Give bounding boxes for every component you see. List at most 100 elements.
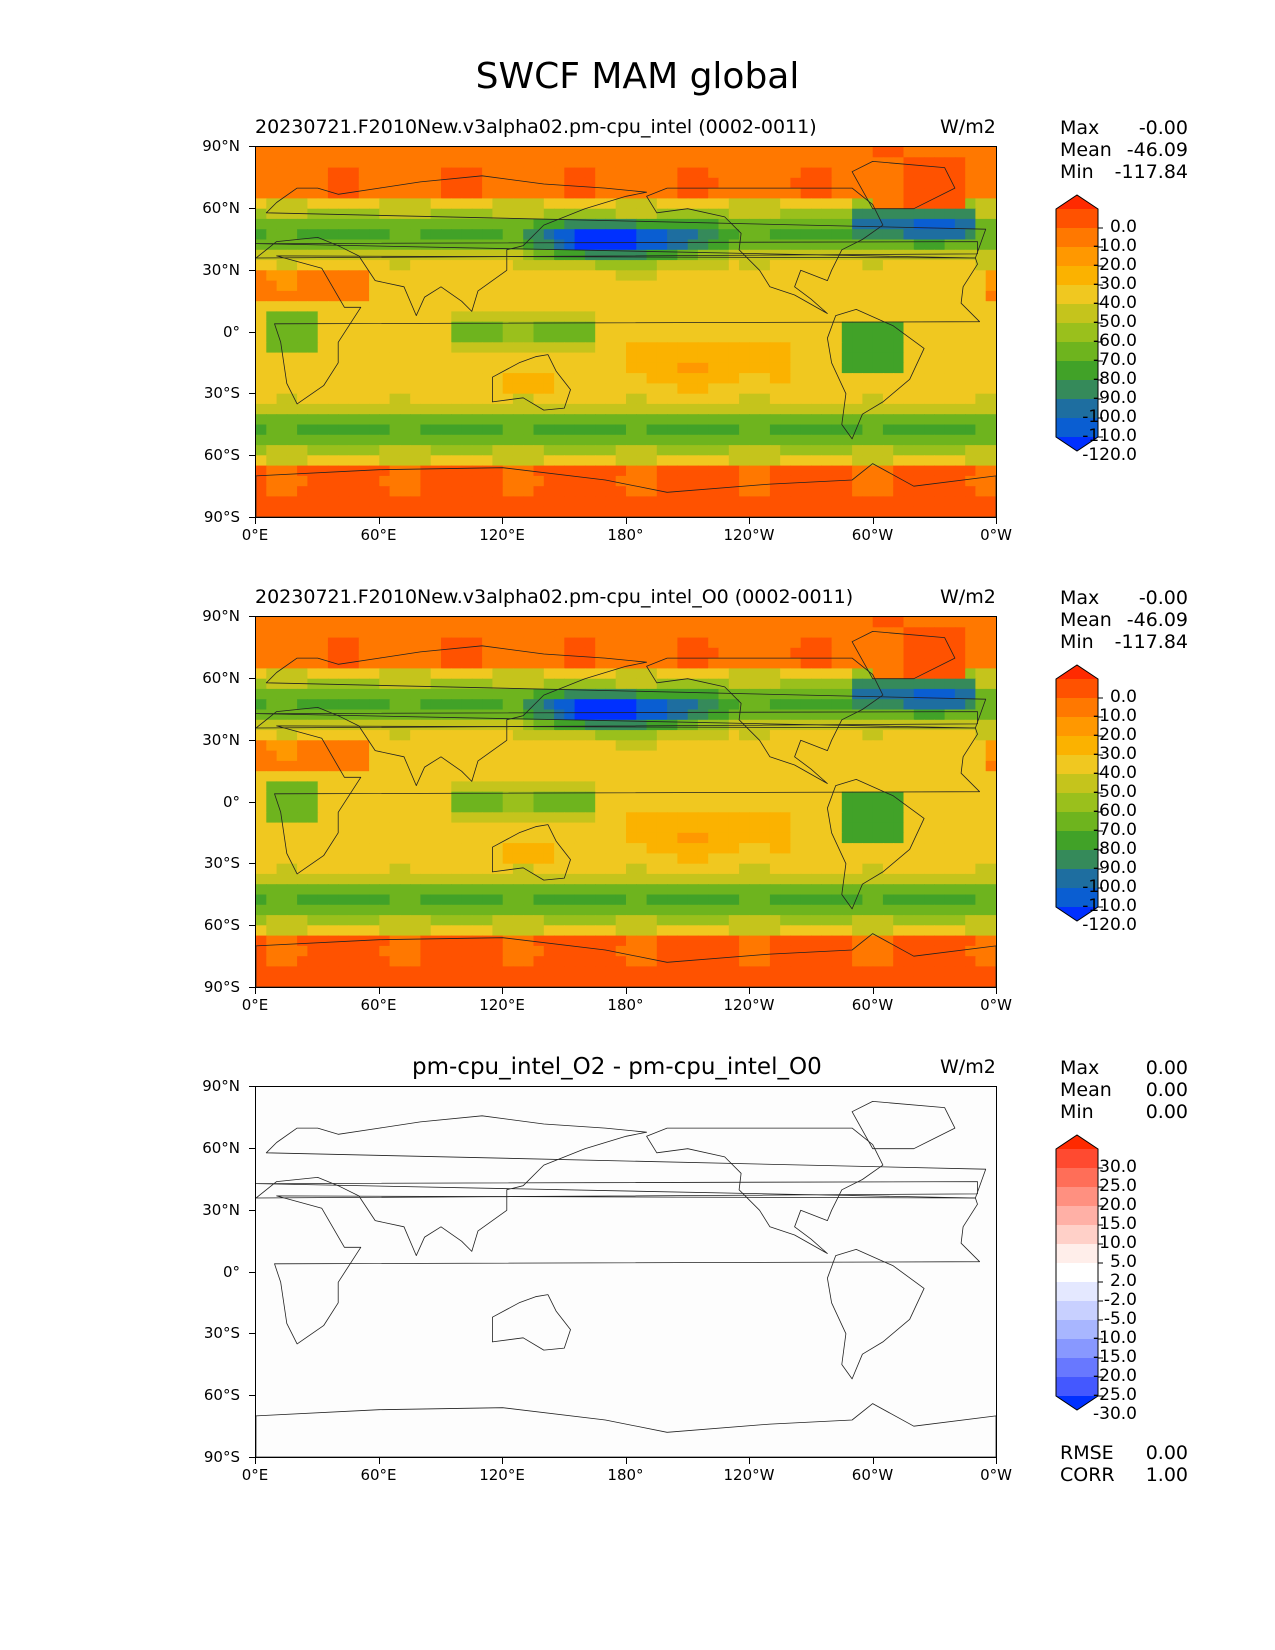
field-cell: [677, 486, 689, 498]
field-cell: [595, 750, 607, 762]
field-cell: [656, 832, 668, 844]
field-cell: [605, 260, 617, 271]
field-cell: [451, 475, 463, 487]
field-cell: [913, 791, 925, 803]
field-cell: [276, 617, 288, 628]
field-cell: [399, 414, 411, 426]
field-cell: [862, 719, 874, 731]
field-cell: [872, 730, 884, 741]
field-cell: [708, 362, 720, 374]
field-cell: [266, 270, 278, 282]
field-cell: [471, 904, 483, 916]
field-cell: [266, 791, 278, 803]
field-cell: [512, 894, 524, 906]
field-cell: [502, 904, 514, 916]
field-cell: [759, 198, 771, 210]
field-cell: [800, 229, 812, 241]
field-cell: [605, 414, 617, 426]
field-cell: [769, 434, 781, 446]
field-cell: [327, 486, 339, 498]
field-cell: [523, 873, 535, 885]
field-cell: [924, 781, 935, 793]
field-cell: [471, 863, 483, 875]
field-cell: [687, 925, 699, 937]
field-cell: [965, 894, 977, 906]
field-cell: [841, 301, 853, 313]
field-cell: [903, 925, 915, 937]
lat-tick-mark: [249, 393, 255, 394]
field-cell: [708, 627, 720, 639]
field-cell: [944, 455, 956, 467]
field-cell: [430, 894, 442, 906]
field-cell: [821, 812, 833, 824]
field-cell: [872, 260, 884, 271]
field-cell: [831, 332, 843, 343]
field-cell: [759, 506, 771, 517]
field-cell: [523, 822, 535, 834]
field-cell: [348, 637, 360, 649]
field-cell: [615, 177, 627, 189]
field-cell: [677, 311, 689, 323]
field-cell: [502, 668, 514, 680]
field-cell: [348, 719, 360, 731]
field-cell: [574, 637, 586, 649]
field-cell: [276, 486, 288, 498]
field-cell: [954, 668, 966, 680]
field-cell: [554, 270, 565, 282]
field-cell: [564, 506, 576, 517]
field-cell: [718, 177, 730, 189]
field-cell: [924, 157, 935, 169]
field-cell: [687, 465, 699, 477]
field-cell: [769, 270, 781, 282]
field-cell: [811, 617, 822, 628]
field-cell: [430, 301, 442, 313]
field-cell: [934, 445, 946, 456]
field-cell: [811, 229, 822, 241]
field-cell: [667, 884, 678, 896]
field-cell: [800, 647, 812, 659]
field-cell: [790, 321, 802, 333]
field-cell: [441, 637, 452, 649]
field-cell: [821, 668, 833, 680]
field-cell: [502, 147, 514, 158]
field-cell: [307, 352, 319, 364]
field-cell: [728, 884, 740, 896]
field-cell: [965, 270, 977, 282]
field-cell: [266, 781, 278, 793]
field-cell: [697, 290, 709, 302]
field-cell: [985, 688, 996, 700]
field-cell: [266, 647, 278, 659]
field-cell: [831, 455, 843, 467]
field-cell: [327, 730, 339, 741]
field-cell: [667, 812, 678, 824]
field-cell: [626, 627, 637, 639]
field-cell: [492, 434, 504, 446]
field-cell: [307, 637, 319, 649]
field-cell: [471, 832, 483, 844]
field-cell: [759, 393, 771, 405]
field-cell: [728, 167, 740, 179]
field-cell: [523, 434, 535, 446]
lat-tick-mark: [249, 146, 255, 147]
field-cell: [934, 239, 946, 251]
field-cell: [749, 688, 761, 700]
field-cell: [369, 637, 380, 649]
field-cell: [872, 781, 884, 793]
field-cell: [471, 362, 483, 374]
field-cell: [913, 843, 925, 854]
field-cell: [626, 311, 637, 323]
field-cell: [584, 925, 596, 937]
field-cell: [759, 414, 771, 426]
field-cell: [872, 393, 884, 405]
field-cell: [697, 884, 709, 896]
field-cell: [718, 362, 730, 374]
field-cell: [348, 403, 360, 415]
field-cell: [410, 352, 422, 364]
field-cell: [348, 280, 360, 292]
field-cell: [399, 627, 411, 639]
field-cell: [903, 740, 915, 752]
field-cell: [307, 188, 319, 199]
field-cell: [831, 475, 843, 487]
field-cell: [307, 434, 319, 446]
field-cell: [595, 455, 607, 467]
